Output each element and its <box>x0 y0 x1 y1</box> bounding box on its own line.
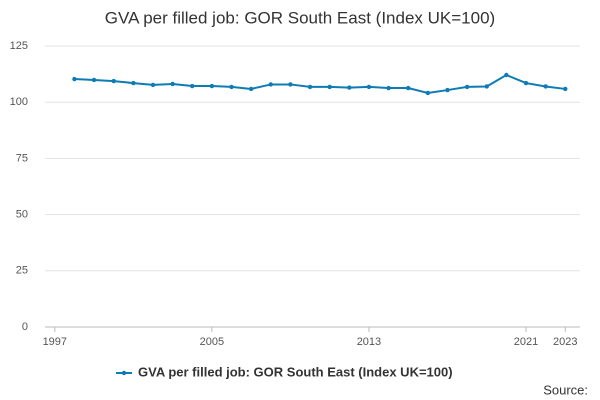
x-tick-label: 2021 <box>514 336 538 348</box>
point <box>72 76 77 82</box>
point <box>248 86 254 92</box>
point <box>229 84 234 90</box>
point <box>190 83 195 89</box>
point <box>288 82 293 87</box>
point <box>268 82 273 87</box>
point <box>209 83 215 89</box>
y-tick-label: 100 <box>10 96 28 108</box>
y-tick-label: 125 <box>10 40 28 52</box>
point <box>464 84 470 90</box>
point <box>111 78 116 84</box>
legend-label: GVA per filled job: GOR South East (Inde… <box>138 364 453 379</box>
y-tick-label: 75 <box>16 152 28 164</box>
y-tick-label: 25 <box>16 265 28 277</box>
x-tick-label: 2005 <box>200 336 224 348</box>
chart-title: GVA per filled job: GOR South East (Inde… <box>105 8 495 27</box>
point <box>131 80 136 86</box>
point <box>523 80 529 86</box>
x-tick-label: 1997 <box>43 336 67 348</box>
point <box>406 85 411 91</box>
series-line <box>74 73 566 95</box>
point <box>307 84 313 90</box>
point <box>91 77 97 83</box>
point <box>484 84 489 89</box>
point <box>150 82 156 88</box>
y-tick-label: 0 <box>22 321 28 333</box>
point <box>327 84 332 90</box>
point <box>445 87 450 93</box>
source: Source: <box>543 382 588 397</box>
legend-marker <box>121 370 127 376</box>
point <box>366 84 372 90</box>
point <box>425 90 431 96</box>
x-tick-label: 2023 <box>553 336 577 348</box>
y-tick-label: 50 <box>16 209 28 221</box>
point <box>543 84 548 89</box>
x-tick-label: 2013 <box>357 336 381 348</box>
point <box>347 85 352 90</box>
point <box>563 86 568 92</box>
point <box>170 81 175 87</box>
point <box>386 85 391 91</box>
point <box>504 72 509 78</box>
